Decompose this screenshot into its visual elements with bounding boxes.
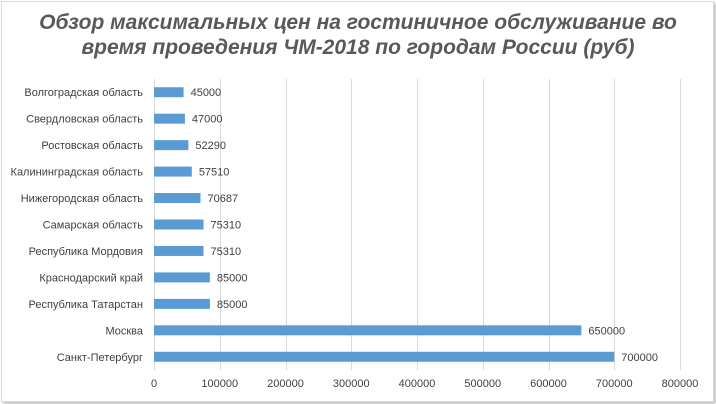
x-tick-label: 100000 xyxy=(201,378,238,390)
category-label: Волгоградская область xyxy=(24,87,143,99)
data-label: 47000 xyxy=(192,114,223,126)
x-tick-label: 800000 xyxy=(662,378,699,390)
data-label: 650000 xyxy=(588,325,625,337)
chart-title-line-1: Обзор максимальных цен на гостиничное об… xyxy=(39,11,677,34)
x-tick-label: 500000 xyxy=(464,378,501,390)
x-tick-label: 0 xyxy=(151,378,157,390)
bar xyxy=(154,193,201,204)
data-label: 52290 xyxy=(195,140,226,152)
category-label: Нижегородская область xyxy=(21,193,144,205)
chart-title: Обзор максимальных цен на гостиничное об… xyxy=(0,10,716,60)
data-label: 75310 xyxy=(211,246,242,258)
data-label: 85000 xyxy=(217,272,248,284)
category-label: Самарская область xyxy=(43,220,144,232)
x-tick-label: 700000 xyxy=(596,378,633,390)
category-label: Краснодарский край xyxy=(39,272,143,284)
bar xyxy=(154,325,582,336)
category-label: Москва xyxy=(105,325,143,337)
bar xyxy=(154,140,189,151)
bar xyxy=(154,245,204,256)
data-label: 75310 xyxy=(211,220,242,232)
category-label: Санкт-Петербург xyxy=(57,352,143,364)
data-label: 57510 xyxy=(199,167,230,179)
data-label: 700000 xyxy=(621,352,658,364)
bar xyxy=(154,166,192,177)
x-tick-label: 300000 xyxy=(333,378,370,390)
x-tick-label: 600000 xyxy=(530,378,567,390)
data-label: 45000 xyxy=(191,87,222,99)
bar xyxy=(154,219,204,230)
bar xyxy=(154,272,210,283)
category-label: Республика Мордовия xyxy=(29,246,143,258)
bar xyxy=(154,351,615,362)
data-label: 70687 xyxy=(207,193,238,205)
bar xyxy=(154,298,210,309)
category-label: Свердловская область xyxy=(26,114,143,126)
category-label: Ростовская область xyxy=(41,140,143,152)
bar xyxy=(154,87,184,98)
x-tick-label: 400000 xyxy=(399,378,436,390)
chart-title-line-2: время проведения ЧМ-2018 по городам Росс… xyxy=(81,36,635,59)
category-label: Республика Татарстан xyxy=(28,299,143,311)
bar xyxy=(154,113,185,124)
data-label: 85000 xyxy=(217,299,248,311)
category-label: Калининградская область xyxy=(11,167,144,179)
x-tick-label: 200000 xyxy=(267,378,304,390)
